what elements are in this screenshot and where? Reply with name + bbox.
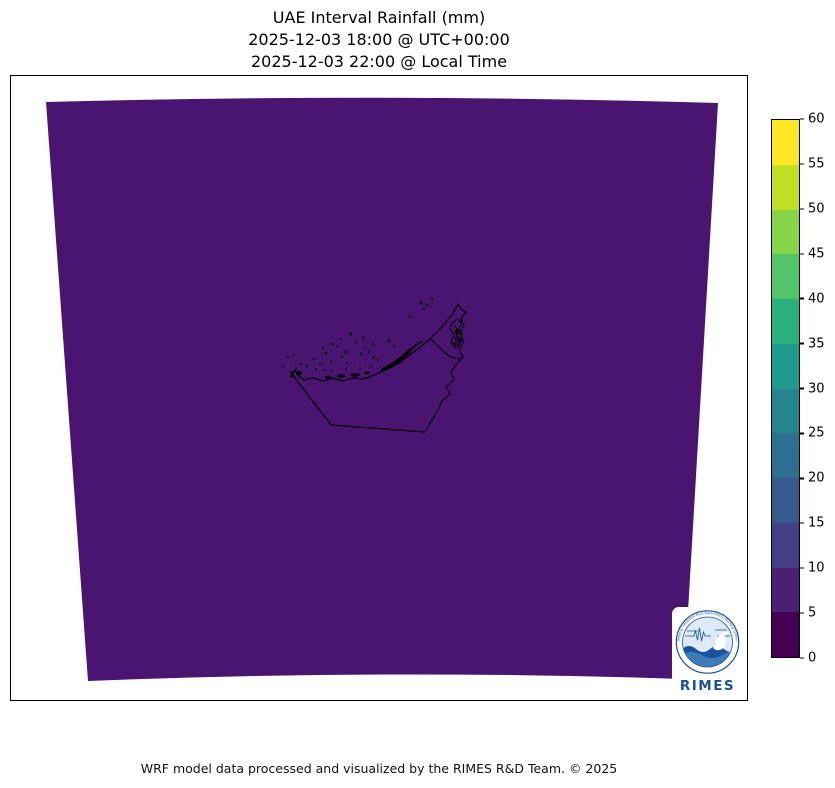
- colorbar-tick: 25: [800, 427, 825, 440]
- colorbar-ticks: 60 55 50 45 40 35 30 25 20 15 10 5 0: [800, 113, 834, 665]
- footer-credit: WRF model data processed and visualized …: [140, 761, 618, 776]
- rimes-logo-svg: Regional Integrated Multi-Hazard Early W…: [672, 607, 743, 696]
- colorbar-tick: 55: [800, 157, 825, 170]
- tick-mark: [800, 342, 804, 345]
- coast-dense-streak2: [409, 341, 422, 351]
- chart-title-line1: UAE Interval Rainfall (mm): [272, 8, 486, 27]
- colorbar-segment: [772, 164, 799, 210]
- island: [337, 374, 345, 378]
- tick-mark: [800, 477, 804, 480]
- tick-label: 45: [808, 246, 825, 262]
- colorbar-tick: 0: [800, 652, 816, 665]
- coast-dense-streak: [381, 348, 412, 372]
- colorbar-segment: [772, 120, 799, 165]
- oman-enclave-border: [430, 338, 464, 360]
- tick-label: 35: [808, 336, 825, 352]
- tick-label: 25: [808, 425, 825, 441]
- coast-blob: [452, 342, 456, 346]
- uae-coastline: [291, 303, 467, 433]
- map-domain-fill: [46, 97, 718, 682]
- tick-label: 10: [808, 560, 825, 576]
- tick-mark: [800, 253, 804, 255]
- colorbar-segment: [772, 299, 799, 344]
- tick-label: 60: [808, 111, 825, 127]
- colorbar-tick: 30: [800, 382, 825, 395]
- island: [296, 371, 302, 375]
- map-axes: Regional Integrated Multi-Hazard Early W…: [10, 75, 748, 701]
- colorbar-tick: 15: [800, 517, 825, 530]
- tick-label: 0: [808, 650, 817, 666]
- colorbar-segment: [772, 478, 799, 523]
- colorbar-segment: [772, 522, 799, 568]
- colorbar-gradient: [771, 119, 800, 658]
- colorbar-tick: 60: [800, 113, 825, 126]
- colorbar-tick: 45: [800, 247, 825, 260]
- island: [350, 373, 360, 377]
- tick-mark: [800, 657, 804, 659]
- tick-mark: [800, 163, 804, 165]
- tick-mark: [800, 522, 804, 524]
- tick-mark: [800, 387, 804, 390]
- chart-title-line3: 2025-12-03 22:00 @ Local Time: [250, 52, 508, 71]
- colorbar-segment: [772, 209, 799, 255]
- chart-title-line2: 2025-12-03 18:00 @ UTC+00:00: [248, 30, 510, 49]
- colorbar-segment: [772, 388, 799, 434]
- tick-label: 15: [808, 515, 825, 531]
- colorbar-segment: [772, 567, 799, 613]
- tick-mark: [800, 118, 804, 120]
- map-domain-svg: [46, 97, 718, 682]
- tick-mark: [800, 432, 804, 435]
- tick-mark: [800, 208, 804, 210]
- tick-label: 40: [808, 291, 825, 307]
- colorbar-segment: [772, 254, 799, 299]
- tick-label: 20: [808, 470, 825, 486]
- tick-label: 50: [808, 201, 825, 217]
- colorbar-segment: [772, 343, 799, 389]
- colorbar-tick: 35: [800, 337, 825, 350]
- island-dots: [282, 297, 434, 373]
- colorbar-tick: 10: [800, 562, 825, 575]
- rimes-logo: Regional Integrated Multi-Hazard Early W…: [672, 607, 743, 696]
- logo-wordmark: RIMES: [680, 678, 735, 694]
- tick-label: 55: [808, 156, 825, 172]
- colorbar-segment: [772, 433, 799, 478]
- tick-mark: [800, 297, 804, 300]
- island: [364, 371, 370, 375]
- island: [325, 375, 331, 379]
- coast-blob: [458, 338, 462, 342]
- tick-mark: [800, 567, 804, 569]
- colorbar-segment: [772, 612, 799, 657]
- tick-label: 5: [808, 605, 817, 621]
- colorbar-tick: 20: [800, 472, 825, 485]
- colorbar-tick: 5: [800, 607, 816, 620]
- coast-blob: [454, 329, 460, 335]
- tick-mark: [800, 612, 804, 614]
- island: [290, 374, 294, 378]
- chart-title: UAE Interval Rainfall (mm) 2025-12-03 18…: [10, 7, 748, 73]
- logo-bird: [713, 631, 728, 651]
- colorbar-tick: 50: [800, 202, 825, 215]
- colorbar-tick: 40: [800, 292, 825, 305]
- tick-label: 30: [808, 381, 825, 396]
